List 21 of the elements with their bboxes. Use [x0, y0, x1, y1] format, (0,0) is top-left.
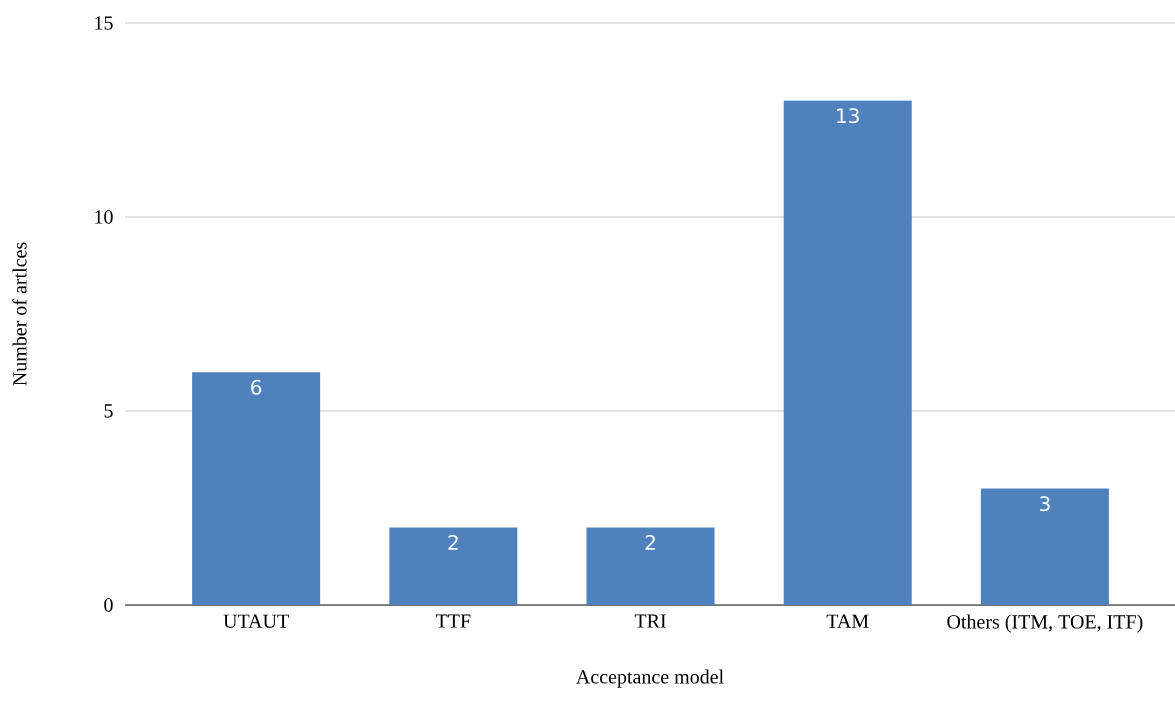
x-tick-label: UTAUT — [223, 614, 289, 628]
x-tick-label: TRI — [634, 614, 666, 628]
y-axis-title: Number of artlces — [12, 242, 27, 386]
y-tick-label: 5 — [104, 404, 113, 418]
x-tick-label: Others (ITM, TOE, ITF) — [947, 614, 1143, 633]
data-label: 13 — [837, 108, 859, 124]
x-tick-label: TTF — [435, 614, 471, 628]
y-tick-label: 10 — [95, 210, 113, 224]
y-tick-label: 0 — [104, 598, 113, 612]
data-label: 6 — [251, 379, 262, 395]
data-label: 2 — [448, 534, 458, 550]
bar — [586, 527, 715, 605]
x-tick-label: TAM — [826, 614, 869, 628]
bar — [980, 488, 1109, 605]
bar — [783, 100, 912, 605]
bar — [192, 372, 321, 605]
y-tick-label: 15 — [95, 16, 113, 30]
data-label: 3 — [1040, 496, 1050, 512]
x-axis-title: Acceptance model — [576, 669, 724, 688]
bar — [389, 527, 518, 605]
data-label: 2 — [645, 534, 655, 550]
